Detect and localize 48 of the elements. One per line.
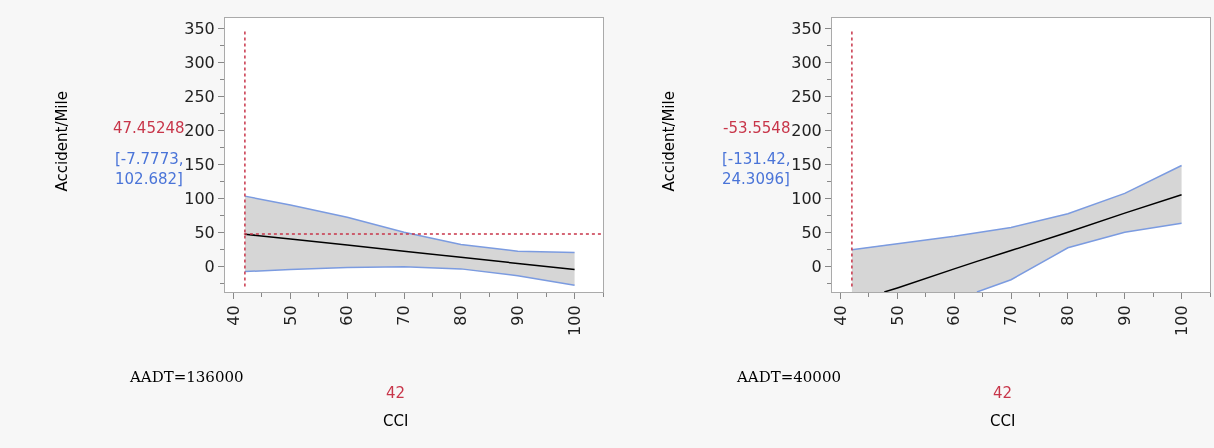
x-tick-label: 50 <box>280 305 300 326</box>
text: [-131.42, 24.3096] <box>722 150 791 188</box>
y-tick-label: 250 <box>791 86 822 106</box>
y-tick-label: 100 <box>791 188 822 208</box>
text: 42 <box>993 384 1013 402</box>
x-tick-label: 80 <box>451 305 471 326</box>
x-tick-label: 40 <box>830 305 850 326</box>
text: AADT=136000 <box>129 368 244 386</box>
x-tick-label: 100 <box>564 305 584 336</box>
y-tick-label: 300 <box>184 52 215 72</box>
x-tick-label: 90 <box>1114 305 1134 326</box>
line-series <box>883 194 1183 292</box>
text: AADT=40000 <box>736 368 841 386</box>
x-tick-label: 60 <box>337 305 357 326</box>
line-series <box>244 233 576 271</box>
y-tick-label: 50 <box>801 222 822 242</box>
y-tick-label: 0 <box>204 256 215 276</box>
y-tick-label: 350 <box>184 18 215 38</box>
x-axis-title: CCI <box>383 412 409 430</box>
x-tick-label: 80 <box>1058 305 1078 326</box>
x-tick-label: 70 <box>394 305 414 326</box>
text: -53.5548 <box>723 119 791 137</box>
line-series <box>976 222 1183 292</box>
x-tick-label: 40 <box>223 305 243 326</box>
y-axis-title: Accident/Mile <box>52 91 71 192</box>
x-axis-title: CCI <box>990 412 1016 430</box>
x-tick-label: 60 <box>944 305 964 326</box>
y-tick-label: 150 <box>791 154 822 174</box>
line-series <box>244 195 576 254</box>
y-axis-title: Accident/Mile <box>659 91 678 192</box>
text: 42 <box>386 384 406 402</box>
y-tick-label: 100 <box>184 188 215 208</box>
text: [-7.7773, 102.682] <box>115 150 184 188</box>
text: 47.45248 <box>113 119 185 137</box>
x-tick-label: 70 <box>1001 305 1021 326</box>
x-tick-label: 50 <box>887 305 907 326</box>
line-series <box>851 164 1183 251</box>
x-tick-label: 100 <box>1171 305 1191 336</box>
y-tick-label: 150 <box>184 154 215 174</box>
y-tick-label: 250 <box>184 86 215 106</box>
y-tick-label: 200 <box>791 120 822 140</box>
y-tick-label: 50 <box>194 222 215 242</box>
x-tick-label: 90 <box>507 305 527 326</box>
y-tick-label: 300 <box>791 52 822 72</box>
y-tick-label: 350 <box>791 18 822 38</box>
line-series <box>244 266 576 286</box>
y-tick-label: 0 <box>811 256 822 276</box>
y-tick-label: 200 <box>184 120 215 140</box>
